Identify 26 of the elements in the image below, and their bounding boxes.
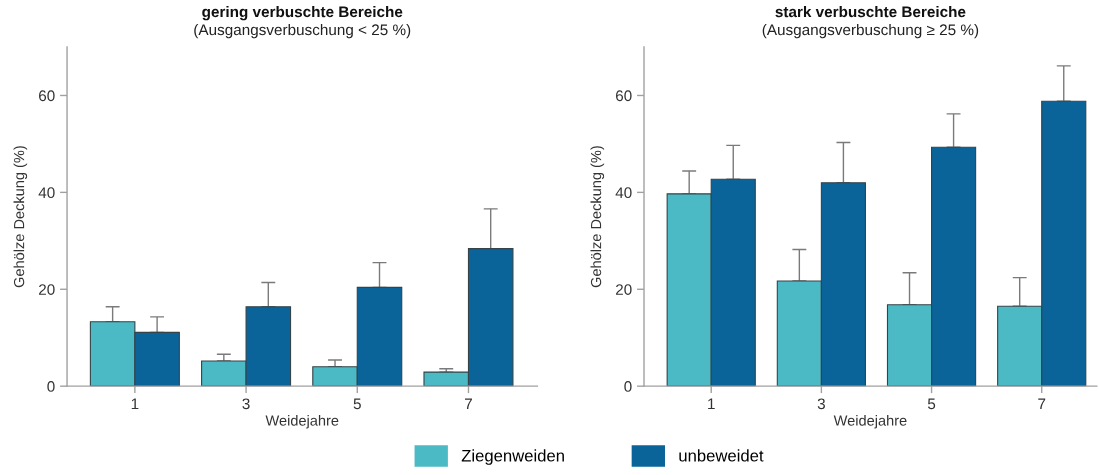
x-tick-label: 7 bbox=[1038, 398, 1046, 410]
legend-label: unbeweidet bbox=[679, 449, 764, 462]
chart-title: stark verbuschte Bereiche bbox=[775, 5, 966, 18]
y-tick-label: 0 bbox=[47, 381, 55, 392]
x-tick-label: 3 bbox=[242, 398, 250, 410]
y-tick-label: 60 bbox=[39, 90, 55, 102]
chart-title: gering verbuschte Bereiche bbox=[202, 5, 403, 21]
y-tick-label: 20 bbox=[615, 284, 632, 295]
legend-label: Ziegenweiden bbox=[461, 449, 564, 465]
x-axis-title: Weidejahre bbox=[265, 415, 339, 429]
y-tick-label: 40 bbox=[38, 187, 55, 199]
x-tick-label: 5 bbox=[927, 398, 936, 410]
x-tick-label: 7 bbox=[465, 398, 472, 410]
y-tick-label: 60 bbox=[615, 90, 632, 102]
y-axis-title: Gehölze Deckung (%) bbox=[13, 146, 28, 288]
x-axis-title: Weidejahre bbox=[833, 415, 907, 429]
chart-subtitle: (Ausgangsverbuschung < 25 %) bbox=[194, 23, 411, 39]
x-tick-label: 1 bbox=[708, 398, 715, 410]
y-tick-label: 20 bbox=[39, 284, 55, 295]
y-axis-title: Gehölze Deckung (%) bbox=[590, 146, 605, 288]
x-tick-label: 3 bbox=[817, 398, 825, 410]
y-tick-label: 40 bbox=[615, 187, 632, 199]
y-tick-label: 0 bbox=[624, 381, 632, 392]
x-tick-label: 1 bbox=[131, 398, 139, 410]
x-tick-label: 5 bbox=[353, 398, 361, 410]
chart-subtitle: (Ausgangsverbuschung ≥ 25 %) bbox=[762, 23, 979, 39]
